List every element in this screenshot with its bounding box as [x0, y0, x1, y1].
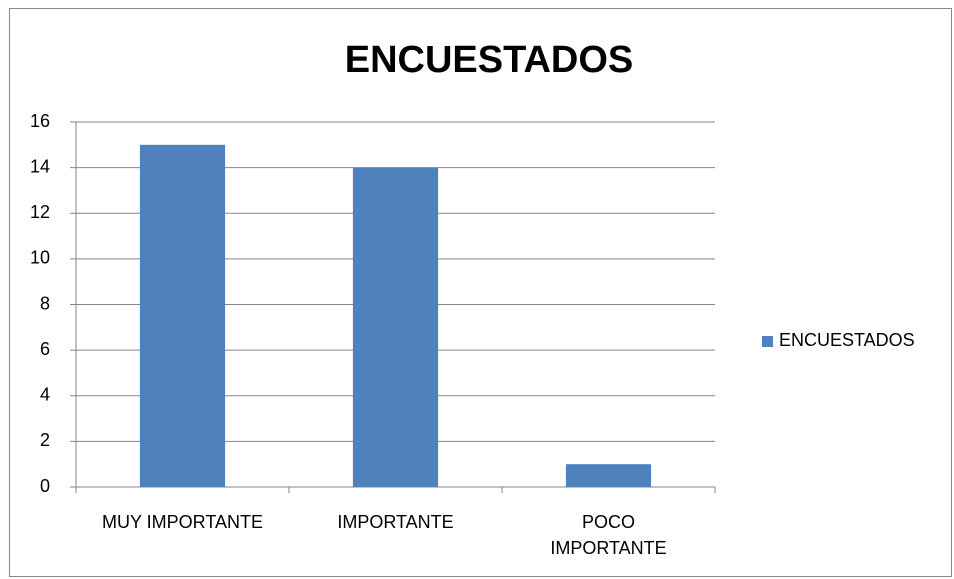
y-tick-label: 0 — [40, 476, 50, 496]
bar — [565, 464, 652, 487]
legend-swatch — [762, 336, 773, 347]
bar — [352, 167, 439, 487]
y-tick-label: 8 — [40, 293, 50, 313]
x-tick-label: POCO IMPORTANTE — [550, 512, 667, 558]
y-tick-label: 4 — [40, 385, 50, 405]
y-tick-label: 2 — [40, 430, 50, 450]
y-tick-label: 16 — [30, 111, 50, 131]
x-tick-label: IMPORTANTE — [337, 512, 454, 532]
bar — [139, 144, 226, 487]
legend-label: ENCUESTADOS — [779, 330, 915, 350]
x-tick-label: MUY IMPORTANTE — [101, 512, 263, 532]
y-tick-label: 14 — [30, 156, 50, 176]
chart-title: ENCUESTADOS — [345, 39, 634, 81]
y-tick-label: 12 — [30, 202, 50, 222]
y-tick-label: 6 — [40, 339, 50, 359]
y-tick-label: 10 — [30, 248, 50, 268]
